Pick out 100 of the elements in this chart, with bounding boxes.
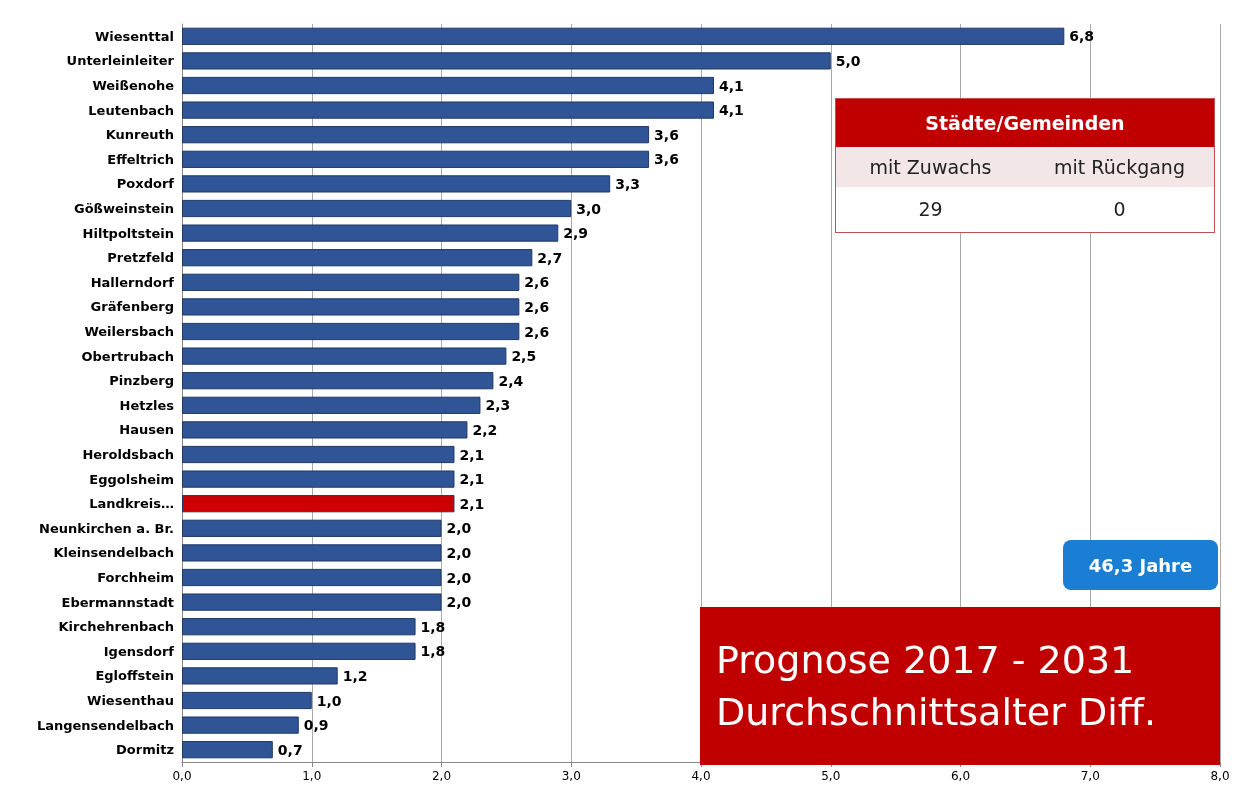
data-label: 0,9 <box>303 717 329 734</box>
bar <box>182 347 507 365</box>
data-label: 2,1 <box>459 471 485 488</box>
bar <box>182 249 533 267</box>
data-label: 2,1 <box>459 446 485 463</box>
data-label: 3,0 <box>576 200 602 217</box>
y-tick-label: Leutenbach <box>88 102 174 118</box>
data-label: 2,3 <box>485 397 511 414</box>
data-label: 2,7 <box>537 249 563 266</box>
y-tick-label: Unterleinleiter <box>66 53 175 69</box>
y-tick-label: Eggolsheim <box>89 471 174 487</box>
bar <box>182 445 455 464</box>
data-label: 1,8 <box>420 643 446 660</box>
data-label: 4,1 <box>718 102 744 119</box>
y-tick-label: Heroldsbach <box>82 447 174 462</box>
bar <box>182 667 338 685</box>
data-label: 2,9 <box>563 225 589 242</box>
y-tick-label: Kunreuth <box>105 127 174 143</box>
y-tick-label: Ebermannstadt <box>61 594 174 610</box>
bar <box>182 568 442 587</box>
bar <box>182 273 520 291</box>
y-tick-label: Forchheim <box>97 570 174 585</box>
bar <box>182 372 494 390</box>
y-tick-label: Hiltpoltstein <box>82 225 174 241</box>
bar <box>182 593 442 611</box>
bar <box>182 691 312 710</box>
data-label: 3,3 <box>615 175 640 192</box>
y-tick-label: Obertrubach <box>81 348 174 364</box>
y-tick-label: Pretzfeld <box>107 250 174 266</box>
y-tick-label: Langensendelbach <box>36 717 174 733</box>
y-tick-label: Hausen <box>119 422 174 438</box>
y-tick-label: Gräfenberg <box>90 299 174 315</box>
data-label: 2,0 <box>446 544 472 561</box>
x-tick-label: 5,0 <box>821 769 841 783</box>
y-tick-label: Effeltrich <box>107 151 174 167</box>
y-tick-label: Poxdorf <box>116 176 175 192</box>
data-label: 1,2 <box>342 667 368 684</box>
data-label: 2,0 <box>446 569 472 586</box>
data-label: 2,0 <box>446 520 472 537</box>
y-tick-label: Wiesenttal <box>94 28 174 44</box>
bar <box>182 76 714 95</box>
y-tick-label: Dormitz <box>116 742 174 758</box>
bar <box>182 126 650 144</box>
bar <box>182 150 650 168</box>
data-label: 2,6 <box>524 298 550 315</box>
y-tick-label: Wiesenthau <box>87 693 174 708</box>
x-tick-label: 6,0 <box>950 769 971 783</box>
data-label: 6,8 <box>1069 28 1095 45</box>
annotation: 0 <box>1112 197 1127 222</box>
y-tick-label: Egloffstein <box>95 668 174 684</box>
x-tick-label: 7,0 <box>1080 769 1100 783</box>
data-label: 1,0 <box>316 692 342 709</box>
label-button: 46,3 Jahre <box>1063 540 1218 590</box>
x-tick-label: 4,0 <box>691 769 711 783</box>
y-tick-label: Hallerndorf <box>90 274 175 290</box>
bar <box>182 298 520 316</box>
data-label: 0,7 <box>277 741 303 758</box>
data-label: 2,0 <box>446 594 472 611</box>
bar <box>182 175 611 193</box>
annotation: Städte/Gemeinden <box>836 99 1214 147</box>
y-tick-label: Kleinsendelbach <box>53 545 174 561</box>
y-tick-label: Kirchehrenbach <box>58 619 174 635</box>
y-tick-label: Igensdorf <box>103 643 175 659</box>
data-label: 2,1 <box>459 495 485 512</box>
bar <box>182 470 455 488</box>
data-label: 5,0 <box>835 52 861 69</box>
bar <box>182 224 559 242</box>
data-label: 2,6 <box>524 323 550 340</box>
bar <box>182 322 520 341</box>
data-label: 1,8 <box>420 618 446 635</box>
data-label: 4,1 <box>718 77 744 94</box>
bar <box>182 199 572 218</box>
data-label: 2,6 <box>524 274 550 291</box>
annotation: 29 <box>917 197 944 222</box>
bar <box>182 52 831 70</box>
annotation: mit Zuwachs <box>868 155 993 180</box>
bar <box>182 101 714 119</box>
bar <box>182 741 273 759</box>
bar <box>182 27 1065 45</box>
y-tick-label: Pinzberg <box>109 373 174 389</box>
y-tick-label: Landkreis… <box>89 496 174 512</box>
y-tick-label: Neunkirchen a. Br. <box>39 520 174 536</box>
bar <box>182 618 416 636</box>
data-label: 2,4 <box>498 372 524 389</box>
x-tick-label: 2,0 <box>431 769 452 783</box>
bar <box>182 544 442 562</box>
title-box: Prognose 2017 - 2031 Durchschnittsalter Diff. <box>700 607 1220 765</box>
y-tick-label: Weißenohe <box>92 78 175 93</box>
y-tick-label: Hetzles <box>119 397 175 413</box>
y-tick-label: Gößweinstein <box>74 201 174 216</box>
bar <box>182 495 455 513</box>
y-tick-label: Weilersbach <box>84 324 174 339</box>
bar <box>182 421 468 439</box>
x-tick-label: 3,0 <box>561 769 581 783</box>
bar <box>182 396 481 414</box>
data-label: 3,6 <box>654 151 679 168</box>
data-label: 3,6 <box>654 126 679 143</box>
x-tick-label: 8,0 <box>1210 769 1230 783</box>
data-label: 2,2 <box>472 421 498 438</box>
x-tick-label: 1,0 <box>302 769 322 783</box>
